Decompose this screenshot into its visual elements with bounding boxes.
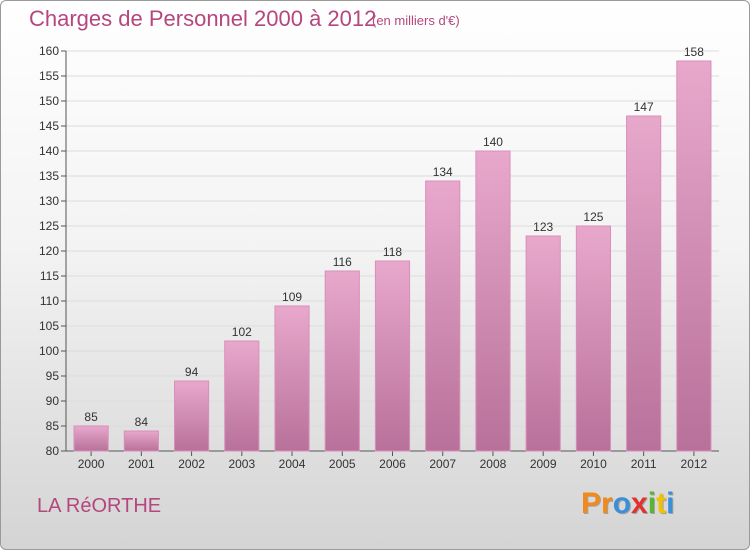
bar-2004 (274, 305, 310, 452)
data-label-2000: 85 (84, 410, 98, 424)
bars (73, 60, 712, 452)
bar-2003 (224, 340, 260, 452)
logo-letter: o (612, 487, 632, 520)
logo-letter: t (656, 487, 667, 520)
bar-2001 (123, 430, 159, 452)
data-labels: 85 84 94 102 109 116 118 134 140 123 125 147 158 (84, 45, 704, 429)
y-tick-label-90: 90 (46, 394, 60, 408)
y-tick-labels: 80 85 90 95 100 105 110 115 120 125 130 135 140 145 15… (39, 44, 59, 458)
x-tick-label-2002: 2002 (178, 457, 205, 471)
data-label-2005: 116 (333, 255, 352, 269)
y-tick-label-120: 120 (39, 244, 59, 258)
x-tick-label-2006: 2006 (379, 457, 406, 471)
chart-unit: (en milliers d'€) (372, 13, 460, 28)
x-tick-label-2009: 2009 (530, 457, 557, 471)
x-tick-label-2007: 2007 (429, 457, 456, 471)
bar-2007 (425, 180, 461, 452)
data-label-2003: 102 (232, 325, 252, 339)
proxiti-logo[interactable]: Proxiti (581, 487, 674, 521)
x-tick-label-2001: 2001 (128, 457, 155, 471)
bar-2012 (676, 60, 712, 452)
logo-letter: x (631, 487, 648, 520)
y-tick-label-100: 100 (39, 344, 59, 358)
y-tick-label-150: 150 (39, 94, 59, 108)
data-label-2008: 140 (483, 135, 503, 149)
x-tick-labels: 2000 2001 2002 2003 2004 2005 2006 2007 2008 2009… (78, 457, 708, 471)
x-tick-label-2005: 2005 (329, 457, 356, 471)
logo-letter: r (601, 487, 613, 520)
data-label-2012: 158 (684, 45, 704, 59)
y-tick-label-135: 135 (39, 169, 59, 183)
data-label-2009: 123 (533, 220, 553, 234)
commune-name: LA RéORTHE (37, 495, 162, 517)
data-label-2001: 84 (135, 415, 149, 429)
data-label-2010: 125 (583, 210, 603, 224)
x-tick-label-2010: 2010 (580, 457, 607, 471)
y-tick-label-145: 145 (39, 119, 59, 133)
y-tick-label-130: 130 (39, 194, 59, 208)
data-label-2004: 109 (282, 290, 302, 304)
bar-2008 (475, 150, 511, 452)
data-label-2011: 147 (634, 100, 654, 114)
y-tick-label-160: 160 (39, 44, 59, 58)
bar-2010 (575, 225, 612, 452)
x-tick-label-2011: 2011 (631, 457, 657, 471)
y-tick-label-140: 140 (39, 144, 59, 158)
data-label-2006: 118 (383, 245, 402, 259)
x-tick-label-2008: 2008 (480, 457, 507, 471)
bar-2005 (324, 270, 360, 452)
bar-2000 (73, 425, 109, 452)
data-label-2002: 94 (185, 365, 199, 379)
y-tick-label-95: 95 (46, 369, 60, 383)
chart-title: Charges de Personnel 2000 à 2012 (29, 6, 377, 31)
x-tick-label-2000: 2000 (78, 457, 105, 471)
y-tick-label-125: 125 (39, 219, 59, 233)
y-tick-label-115: 115 (40, 269, 59, 283)
y-tick-label-85: 85 (46, 419, 60, 433)
y-tick-label-155: 155 (39, 69, 59, 83)
x-tick-label-2003: 2003 (228, 457, 255, 471)
bar-2009 (525, 235, 561, 452)
data-label-2007: 134 (433, 165, 453, 179)
logo-letter: i (647, 487, 657, 520)
bar-2002 (173, 380, 210, 452)
logo-letter: P (581, 487, 602, 520)
bar-2006 (374, 260, 411, 452)
x-tick-label-2004: 2004 (279, 457, 306, 471)
y-tick-label-80: 80 (46, 444, 60, 458)
y-tick-label-110: 110 (40, 294, 59, 308)
x-tick-label-2012: 2012 (681, 457, 708, 471)
bar-2011 (626, 115, 662, 452)
y-tick-label-105: 105 (39, 319, 59, 333)
logo-letter: i (666, 487, 675, 520)
